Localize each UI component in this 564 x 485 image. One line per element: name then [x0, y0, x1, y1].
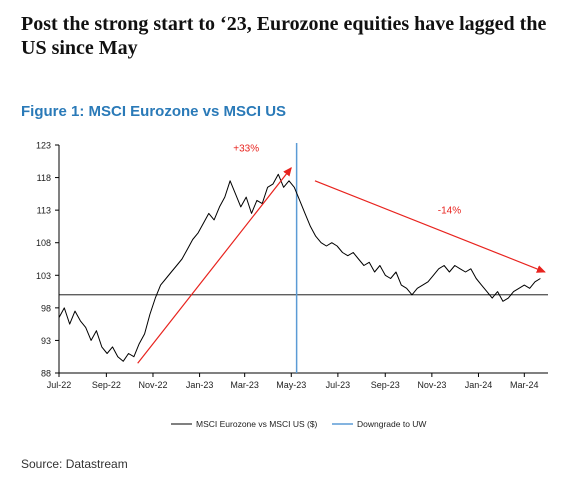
source-note: Source: Datastream [21, 457, 128, 471]
series-group [58, 173, 541, 362]
series-line-msci-eurozone-vs-us [58, 173, 541, 362]
x-tick-label: Jan-23 [186, 380, 214, 390]
y-tick-label: 88 [41, 369, 51, 379]
axes: 88 93 98 103 108 113 118 123 Jul-22 Sep-22 Nov-22 J… [36, 141, 548, 390]
x-tick-label: Sep-22 [92, 380, 121, 390]
y-tick-label: 108 [36, 238, 51, 248]
line-chart: 88 93 98 103 108 113 118 123 Jul-22 Sep-22 Nov-22 J… [36, 141, 548, 429]
headline: Post the strong start to ‘23, Eurozone e… [21, 13, 547, 59]
x-tick-label: Jul-23 [326, 380, 351, 390]
x-tick-label: May-23 [276, 380, 306, 390]
x-tick-label: Mar-24 [510, 380, 539, 390]
annotation-label-1: +33% [233, 144, 259, 155]
x-tick-label: Nov-23 [417, 380, 446, 390]
y-tick-label: 118 [37, 173, 51, 183]
x-tick-label: Sep-23 [371, 380, 400, 390]
y-tick-label: 113 [37, 206, 51, 216]
y-tick-label: 93 [41, 336, 51, 346]
x-tick-label: Mar-23 [230, 380, 259, 390]
annotation-arrow-1 [137, 167, 292, 364]
x-tick-label: Nov-22 [138, 380, 167, 390]
legend: MSCI Eurozone vs MSCI US ($) Downgrade to… [171, 419, 426, 429]
legend-label-series: MSCI Eurozone vs MSCI US ($) [196, 419, 318, 429]
x-tick-label: Jul-22 [47, 380, 72, 390]
y-tick-label: 98 [41, 303, 51, 313]
y-tick-label: 103 [36, 271, 51, 281]
y-tick-label: 123 [36, 141, 51, 151]
x-tick-label: Jan-24 [465, 380, 493, 390]
annotation-arrow-2 [314, 180, 546, 273]
legend-label-downgrade: Downgrade to UW [357, 419, 426, 429]
annotation-label-2: -14% [438, 205, 461, 216]
figure-title: Figure 1: MSCI Eurozone vs MSCI US [21, 103, 287, 120]
annotations: +33% -14% [137, 144, 546, 364]
